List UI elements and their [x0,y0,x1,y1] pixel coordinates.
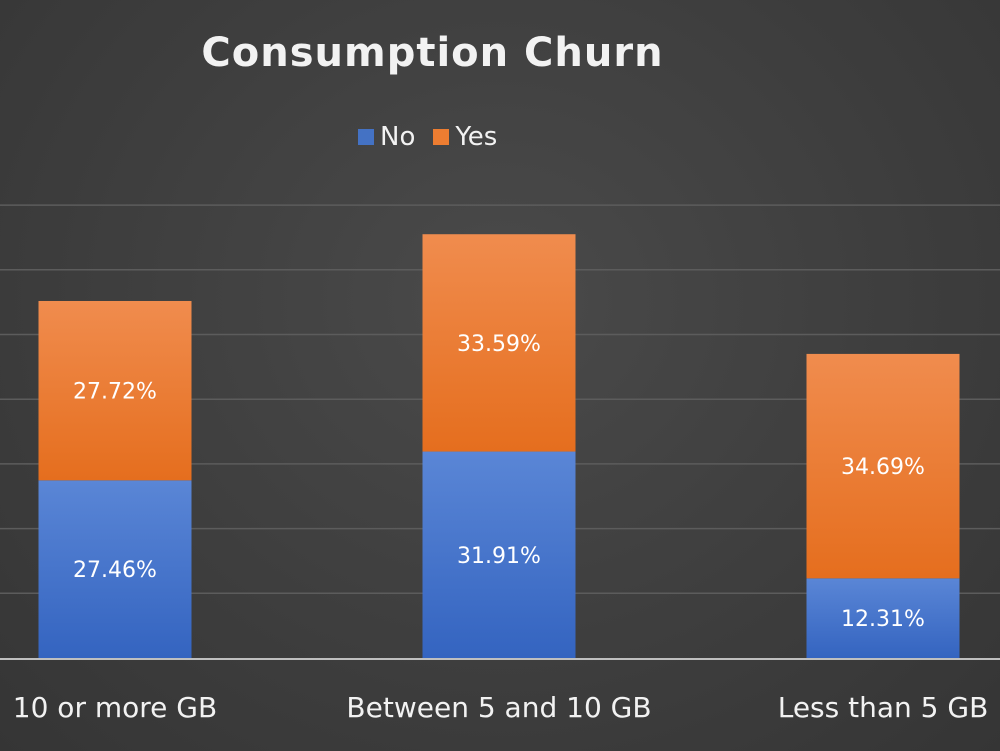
bars [38,234,960,658]
data-labels: 27.46% 27.72% 31.91% 33.59% 12.31% 34.69% [73,332,925,632]
data-label-no-2: 12.31% [841,607,925,632]
data-label-no-1: 31.91% [457,544,541,569]
legend-swatch-no [358,129,374,145]
bar-yes-1 [422,234,576,452]
x-tick-label-0: 10 or more GB [13,691,217,724]
legend-swatch-yes [433,129,450,145]
data-label-yes-1: 33.59% [457,332,541,357]
x-tick-label-1: Between 5 and 10 GB [346,691,651,724]
legend-item-yes: Yes [433,122,497,152]
x-axis: 10 or more GB Between 5 and 10 GB Less tha… [0,658,1000,724]
bar-no-2 [806,578,960,658]
data-label-yes-0: 27.72% [73,380,157,405]
legend-item-no: No [358,122,415,152]
data-label-no-0: 27.46% [73,558,157,583]
data-label-yes-2: 34.69% [841,455,925,480]
chart-title: Consumption Churn [201,30,664,76]
legend: No Yes [358,122,497,152]
legend-label-no: No [380,122,416,152]
bar-no-0 [38,480,192,658]
legend-label-yes: Yes [455,122,498,152]
bar-no-1 [422,451,576,658]
bar-yes-2 [806,353,960,579]
x-tick-label-2: Less than 5 GB [778,691,989,724]
bar-yes-0 [38,300,192,481]
